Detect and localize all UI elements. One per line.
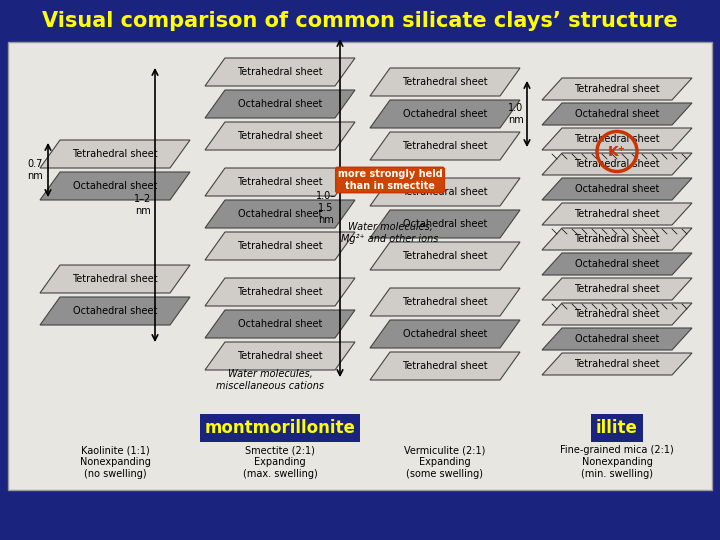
Polygon shape bbox=[370, 68, 520, 96]
Text: Octahedral sheet: Octahedral sheet bbox=[73, 181, 157, 191]
Polygon shape bbox=[542, 128, 692, 150]
Text: Octahedral sheet: Octahedral sheet bbox=[238, 99, 322, 109]
Text: Tetrahedral sheet: Tetrahedral sheet bbox=[237, 67, 323, 77]
Text: K⁺: K⁺ bbox=[608, 145, 626, 159]
Polygon shape bbox=[542, 153, 692, 175]
Text: Octahedral sheet: Octahedral sheet bbox=[575, 109, 660, 119]
Text: Octahedral sheet: Octahedral sheet bbox=[575, 334, 660, 344]
Text: Tetrahedral sheet: Tetrahedral sheet bbox=[402, 187, 488, 197]
Polygon shape bbox=[542, 303, 692, 325]
Polygon shape bbox=[205, 90, 355, 118]
Polygon shape bbox=[205, 310, 355, 338]
Text: Fine-grained mica (2:1)
Nonexpanding
(min. swelling): Fine-grained mica (2:1) Nonexpanding (mi… bbox=[560, 446, 674, 478]
Text: Octahedral sheet: Octahedral sheet bbox=[238, 209, 322, 219]
Polygon shape bbox=[370, 242, 520, 270]
Text: Water molecules,
Mg²⁺ and other ions: Water molecules, Mg²⁺ and other ions bbox=[341, 222, 438, 244]
Text: more strongly held
than in smectite: more strongly held than in smectite bbox=[338, 169, 442, 191]
Text: Vermiculite (2:1)
Expanding
(some swelling): Vermiculite (2:1) Expanding (some swelli… bbox=[405, 446, 486, 478]
Polygon shape bbox=[370, 288, 520, 316]
Polygon shape bbox=[40, 265, 190, 293]
Polygon shape bbox=[205, 122, 355, 150]
Text: 1–2
nm: 1–2 nm bbox=[135, 194, 152, 216]
Text: Water molecules,
miscellaneous cations: Water molecules, miscellaneous cations bbox=[216, 369, 324, 391]
Text: Tetrahedral sheet: Tetrahedral sheet bbox=[574, 209, 660, 219]
Text: montmorillonite: montmorillonite bbox=[204, 419, 356, 437]
Text: Tetrahedral sheet: Tetrahedral sheet bbox=[574, 309, 660, 319]
Polygon shape bbox=[40, 140, 190, 168]
Text: Octahedral sheet: Octahedral sheet bbox=[402, 329, 487, 339]
Text: Tetrahedral sheet: Tetrahedral sheet bbox=[574, 84, 660, 94]
Bar bbox=[8, 42, 712, 490]
Polygon shape bbox=[205, 342, 355, 370]
Text: illite: illite bbox=[596, 419, 638, 437]
Polygon shape bbox=[542, 278, 692, 300]
Polygon shape bbox=[542, 328, 692, 350]
Text: 0.7
nm: 0.7 nm bbox=[27, 159, 43, 181]
Text: Tetrahedral sheet: Tetrahedral sheet bbox=[574, 159, 660, 169]
Polygon shape bbox=[40, 172, 190, 200]
Text: Tetrahedral sheet: Tetrahedral sheet bbox=[72, 274, 158, 284]
Text: Smectite (2:1)
Expanding
(max. swelling): Smectite (2:1) Expanding (max. swelling) bbox=[243, 446, 318, 478]
Polygon shape bbox=[370, 178, 520, 206]
Text: Octahedral sheet: Octahedral sheet bbox=[238, 319, 322, 329]
Polygon shape bbox=[205, 58, 355, 86]
Polygon shape bbox=[205, 168, 355, 196]
Polygon shape bbox=[542, 253, 692, 275]
Text: Tetrahedral sheet: Tetrahedral sheet bbox=[574, 284, 660, 294]
Text: Tetrahedral sheet: Tetrahedral sheet bbox=[574, 359, 660, 369]
Text: Tetrahedral sheet: Tetrahedral sheet bbox=[402, 141, 488, 151]
Text: Tetrahedral sheet: Tetrahedral sheet bbox=[237, 287, 323, 297]
Text: Kaolinite (1:1)
Nonexpanding
(no swelling): Kaolinite (1:1) Nonexpanding (no swellin… bbox=[80, 446, 150, 478]
Polygon shape bbox=[542, 228, 692, 250]
Text: Tetrahedral sheet: Tetrahedral sheet bbox=[237, 351, 323, 361]
Text: Tetrahedral sheet: Tetrahedral sheet bbox=[72, 149, 158, 159]
Text: Octahedral sheet: Octahedral sheet bbox=[402, 109, 487, 119]
Text: Tetrahedral sheet: Tetrahedral sheet bbox=[402, 361, 488, 371]
Polygon shape bbox=[205, 232, 355, 260]
Text: Tetrahedral sheet: Tetrahedral sheet bbox=[237, 241, 323, 251]
Text: 1.0
nm: 1.0 nm bbox=[508, 103, 524, 125]
Polygon shape bbox=[40, 297, 190, 325]
Text: Tetrahedral sheet: Tetrahedral sheet bbox=[574, 134, 660, 144]
Text: Tetrahedral sheet: Tetrahedral sheet bbox=[402, 297, 488, 307]
Polygon shape bbox=[370, 132, 520, 160]
Polygon shape bbox=[370, 100, 520, 128]
Bar bbox=[0, 0, 720, 40]
Text: Octahedral sheet: Octahedral sheet bbox=[575, 184, 660, 194]
Text: Tetrahedral sheet: Tetrahedral sheet bbox=[237, 131, 323, 141]
Text: Octahedral sheet: Octahedral sheet bbox=[73, 306, 157, 316]
Text: Octahedral sheet: Octahedral sheet bbox=[402, 219, 487, 229]
Polygon shape bbox=[542, 203, 692, 225]
Polygon shape bbox=[542, 103, 692, 125]
Text: Tetrahedral sheet: Tetrahedral sheet bbox=[237, 177, 323, 187]
Polygon shape bbox=[542, 78, 692, 100]
Polygon shape bbox=[542, 353, 692, 375]
Text: Tetrahedral sheet: Tetrahedral sheet bbox=[402, 77, 488, 87]
Polygon shape bbox=[370, 320, 520, 348]
Polygon shape bbox=[205, 200, 355, 228]
Polygon shape bbox=[370, 210, 520, 238]
Polygon shape bbox=[542, 178, 692, 200]
Text: Tetrahedral sheet: Tetrahedral sheet bbox=[402, 251, 488, 261]
Text: Octahedral sheet: Octahedral sheet bbox=[575, 259, 660, 269]
Text: Tetrahedral sheet: Tetrahedral sheet bbox=[574, 234, 660, 244]
Text: 1.0–
1.5
nm: 1.0– 1.5 nm bbox=[316, 191, 336, 225]
Polygon shape bbox=[205, 278, 355, 306]
Polygon shape bbox=[370, 352, 520, 380]
Text: Visual comparison of common silicate clays’ structure: Visual comparison of common silicate cla… bbox=[42, 11, 678, 31]
